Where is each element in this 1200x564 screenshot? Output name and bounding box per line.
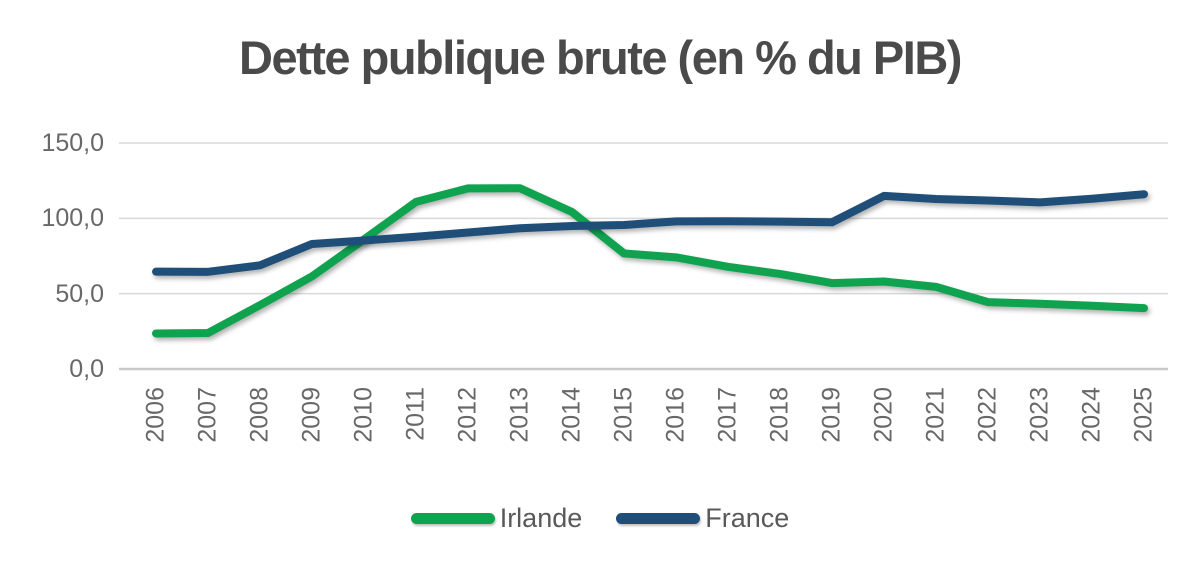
legend-swatch-irlande xyxy=(410,513,495,524)
legend-item-france: France xyxy=(616,503,789,534)
legend-swatch-france xyxy=(616,513,701,524)
x-tick-label: 2013 xyxy=(505,387,534,443)
legend-label: France xyxy=(705,503,790,533)
y-tick-label: 100,0 xyxy=(41,204,104,233)
x-tick-label: 2014 xyxy=(557,387,586,443)
legend-item-irlande: Irlande xyxy=(410,503,583,534)
x-tick-label: 2016 xyxy=(661,387,690,443)
x-tick-label: 2006 xyxy=(141,387,170,443)
x-tick-label: 2023 xyxy=(1025,387,1054,443)
series-line-france xyxy=(152,190,1148,276)
x-tick-label: 2019 xyxy=(817,387,846,443)
x-tick-label: 2020 xyxy=(869,387,898,443)
chart-title: Dette publique brute (en % du PIB) xyxy=(239,31,962,84)
x-tick-label: 2018 xyxy=(765,387,794,443)
x-tick-label: 2011 xyxy=(401,387,430,441)
x-tick-label: 2022 xyxy=(973,387,1002,443)
y-tick-label: 150,0 xyxy=(41,129,104,157)
x-tick-label: 2009 xyxy=(297,387,326,443)
x-tick-label: 2007 xyxy=(193,387,222,443)
x-tick-label: 2017 xyxy=(713,387,742,443)
x-tick-label: 2008 xyxy=(245,387,274,443)
x-tick-label: 2021 xyxy=(921,387,950,443)
y-tick-label: 0,0 xyxy=(69,355,104,383)
legend: Irlande France xyxy=(0,503,1200,534)
x-tick-label: 2024 xyxy=(1077,387,1106,443)
x-tick-label: 2025 xyxy=(1129,387,1158,443)
x-tick-label: 2012 xyxy=(453,387,482,443)
x-tick-label: 2015 xyxy=(609,387,638,443)
series-line-irlande xyxy=(152,184,1148,338)
legend-label: Irlande xyxy=(499,503,583,533)
x-tick-label: 2010 xyxy=(349,387,378,443)
y-tick-label: 50,0 xyxy=(55,279,104,308)
